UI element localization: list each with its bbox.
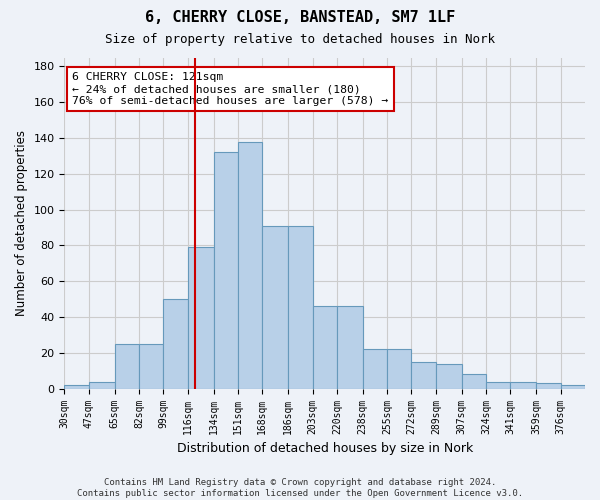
Text: 6 CHERRY CLOSE: 121sqm
← 24% of detached houses are smaller (180)
76% of semi-de: 6 CHERRY CLOSE: 121sqm ← 24% of detached… (72, 72, 388, 106)
Bar (412, 362, 436, 388)
Text: Contains HM Land Registry data © Crown copyright and database right 2024.
Contai: Contains HM Land Registry data © Crown c… (77, 478, 523, 498)
Bar (461, 374, 486, 388)
Text: Size of property relative to detached houses in Nork: Size of property relative to detached ho… (105, 32, 495, 46)
Bar (262, 226, 288, 388)
Bar (387, 350, 412, 389)
Bar (511, 382, 536, 388)
Bar (337, 306, 363, 388)
Bar (139, 344, 163, 389)
Y-axis label: Number of detached properties: Number of detached properties (15, 130, 28, 316)
Bar (188, 248, 214, 388)
Bar (560, 385, 585, 388)
Bar (115, 344, 139, 389)
Bar (436, 364, 461, 388)
Bar (214, 152, 238, 388)
Bar (64, 385, 89, 388)
Bar (288, 226, 313, 388)
Text: 6, CHERRY CLOSE, BANSTEAD, SM7 1LF: 6, CHERRY CLOSE, BANSTEAD, SM7 1LF (145, 10, 455, 25)
Bar (238, 142, 262, 388)
Bar (89, 382, 115, 388)
X-axis label: Distribution of detached houses by size in Nork: Distribution of detached houses by size … (176, 442, 473, 455)
Bar (536, 384, 560, 388)
Bar (363, 350, 387, 389)
Bar (163, 299, 188, 388)
Bar (486, 382, 511, 388)
Bar (313, 306, 337, 388)
